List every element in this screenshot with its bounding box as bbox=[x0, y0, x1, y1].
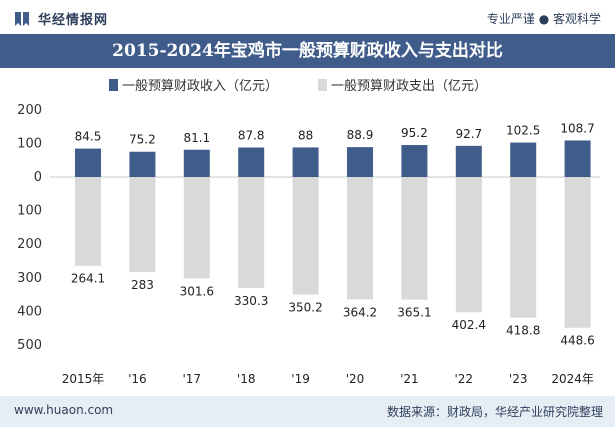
expenditure-value-label: 264.1 bbox=[71, 272, 105, 286]
x-tick-label: '20 bbox=[346, 372, 365, 386]
revenue-value-label: 108.7 bbox=[560, 121, 594, 135]
x-tick-label: '18 bbox=[237, 372, 256, 386]
legend-swatch-revenue bbox=[109, 79, 118, 91]
revenue-value-label: 88 bbox=[298, 128, 313, 142]
revenue-value-label: 92.7 bbox=[455, 127, 482, 141]
revenue-value-label: 95.2 bbox=[401, 126, 428, 140]
y-tick-label: 100 bbox=[17, 136, 42, 151]
revenue-bar bbox=[183, 149, 210, 177]
y-tick-label: 400 bbox=[17, 304, 42, 319]
chart-title: 2015-2024年宝鸡市一般预算财政收入与支出对比 bbox=[112, 41, 503, 61]
expenditure-bar bbox=[510, 177, 537, 318]
revenue-bar bbox=[510, 142, 537, 177]
expenditure-bar bbox=[401, 177, 428, 300]
x-axis: 2015年 '16 '17 '18 '19 '20 '21 '22 '23 2024年 bbox=[62, 372, 594, 386]
y-tick-label: 100 bbox=[17, 204, 42, 219]
header: 华经情报网 专业严谨 ● 客观科学 bbox=[0, 0, 615, 34]
revenue-bar bbox=[347, 147, 373, 177]
expenditure-value-label: 330.3 bbox=[234, 294, 268, 308]
legend-swatch-expenditure bbox=[318, 79, 327, 91]
data-labels: 84.5 264.1 75.2 283 81.1 301.6 87.8 330.3 88 350.… bbox=[71, 121, 595, 347]
x-tick-label: '16 bbox=[128, 372, 147, 386]
revenue-value-label: 81.1 bbox=[183, 131, 210, 145]
expenditure-bar bbox=[238, 177, 265, 288]
bars bbox=[75, 140, 591, 328]
expenditure-value-label: 448.6 bbox=[560, 334, 594, 348]
expenditure-value-label: 418.8 bbox=[506, 324, 540, 338]
y-tick-label: 0 bbox=[34, 170, 42, 185]
legend-label-revenue: 一般预算财政收入（亿元） bbox=[122, 78, 278, 94]
revenue-value-label: 75.2 bbox=[129, 133, 156, 147]
expenditure-value-label: 364.2 bbox=[343, 305, 377, 319]
expenditure-bar bbox=[129, 177, 156, 273]
x-tick-label: '17 bbox=[183, 372, 202, 386]
revenue-value-label: 88.9 bbox=[347, 128, 374, 142]
chart: 一般预算财政收入（亿元） 一般预算财政支出（亿元） 200 100 0 100 200 30… bbox=[17, 78, 600, 386]
footer: www.huaon.com 数据来源：财政局，华经产业研究院整理 bbox=[0, 396, 615, 427]
expenditure-value-label: 350.2 bbox=[288, 301, 322, 315]
x-tick-label: 2024年 bbox=[551, 372, 594, 386]
y-tick-label: 300 bbox=[17, 271, 42, 286]
x-tick-label: '23 bbox=[509, 372, 528, 386]
revenue-bar bbox=[401, 145, 428, 177]
expenditure-bar bbox=[292, 177, 319, 295]
expenditure-value-label: 301.6 bbox=[180, 284, 214, 298]
revenue-bar bbox=[75, 148, 101, 177]
y-tick-label: 500 bbox=[17, 338, 42, 353]
bookmark-flag-icon bbox=[15, 12, 29, 26]
revenue-bar bbox=[455, 145, 482, 177]
legend: 一般预算财政收入（亿元） 一般预算财政支出（亿元） bbox=[109, 78, 487, 94]
revenue-value-label: 102.5 bbox=[506, 124, 540, 138]
revenue-bar bbox=[564, 140, 591, 177]
expenditure-value-label: 365.1 bbox=[397, 306, 431, 320]
revenue-value-label: 84.5 bbox=[75, 130, 102, 144]
revenue-bar bbox=[238, 147, 265, 177]
expenditure-bar bbox=[347, 177, 373, 300]
x-tick-label: '19 bbox=[291, 372, 310, 386]
revenue-bar bbox=[292, 147, 319, 177]
brand-name: 华经情报网 bbox=[38, 13, 109, 28]
expenditure-bar bbox=[75, 177, 101, 266]
expenditure-bar bbox=[564, 177, 591, 328]
website-link[interactable]: www.huaon.com bbox=[14, 403, 114, 417]
y-tick-label: 200 bbox=[17, 237, 42, 252]
expenditure-bar bbox=[455, 177, 482, 313]
title-bar: 2015-2024年宝鸡市一般预算财政收入与支出对比 bbox=[0, 34, 615, 68]
expenditure-value-label: 283 bbox=[131, 278, 154, 292]
y-axis: 200 100 0 100 200 300 400 500 bbox=[17, 103, 600, 353]
revenue-bar bbox=[129, 151, 156, 177]
x-tick-label: 2015年 bbox=[62, 372, 105, 386]
x-tick-label: '21 bbox=[400, 372, 419, 386]
data-source: 数据来源：财政局，华经产业研究院整理 bbox=[386, 405, 603, 419]
x-tick-label: '22 bbox=[455, 372, 474, 386]
expenditure-bar bbox=[183, 177, 210, 279]
expenditure-value-label: 402.4 bbox=[452, 318, 486, 332]
tagline: 专业严谨 ● 客观科学 bbox=[486, 12, 601, 26]
y-tick-label: 200 bbox=[17, 103, 42, 118]
revenue-value-label: 87.8 bbox=[238, 128, 265, 142]
legend-label-expenditure: 一般预算财政支出（亿元） bbox=[331, 78, 487, 94]
